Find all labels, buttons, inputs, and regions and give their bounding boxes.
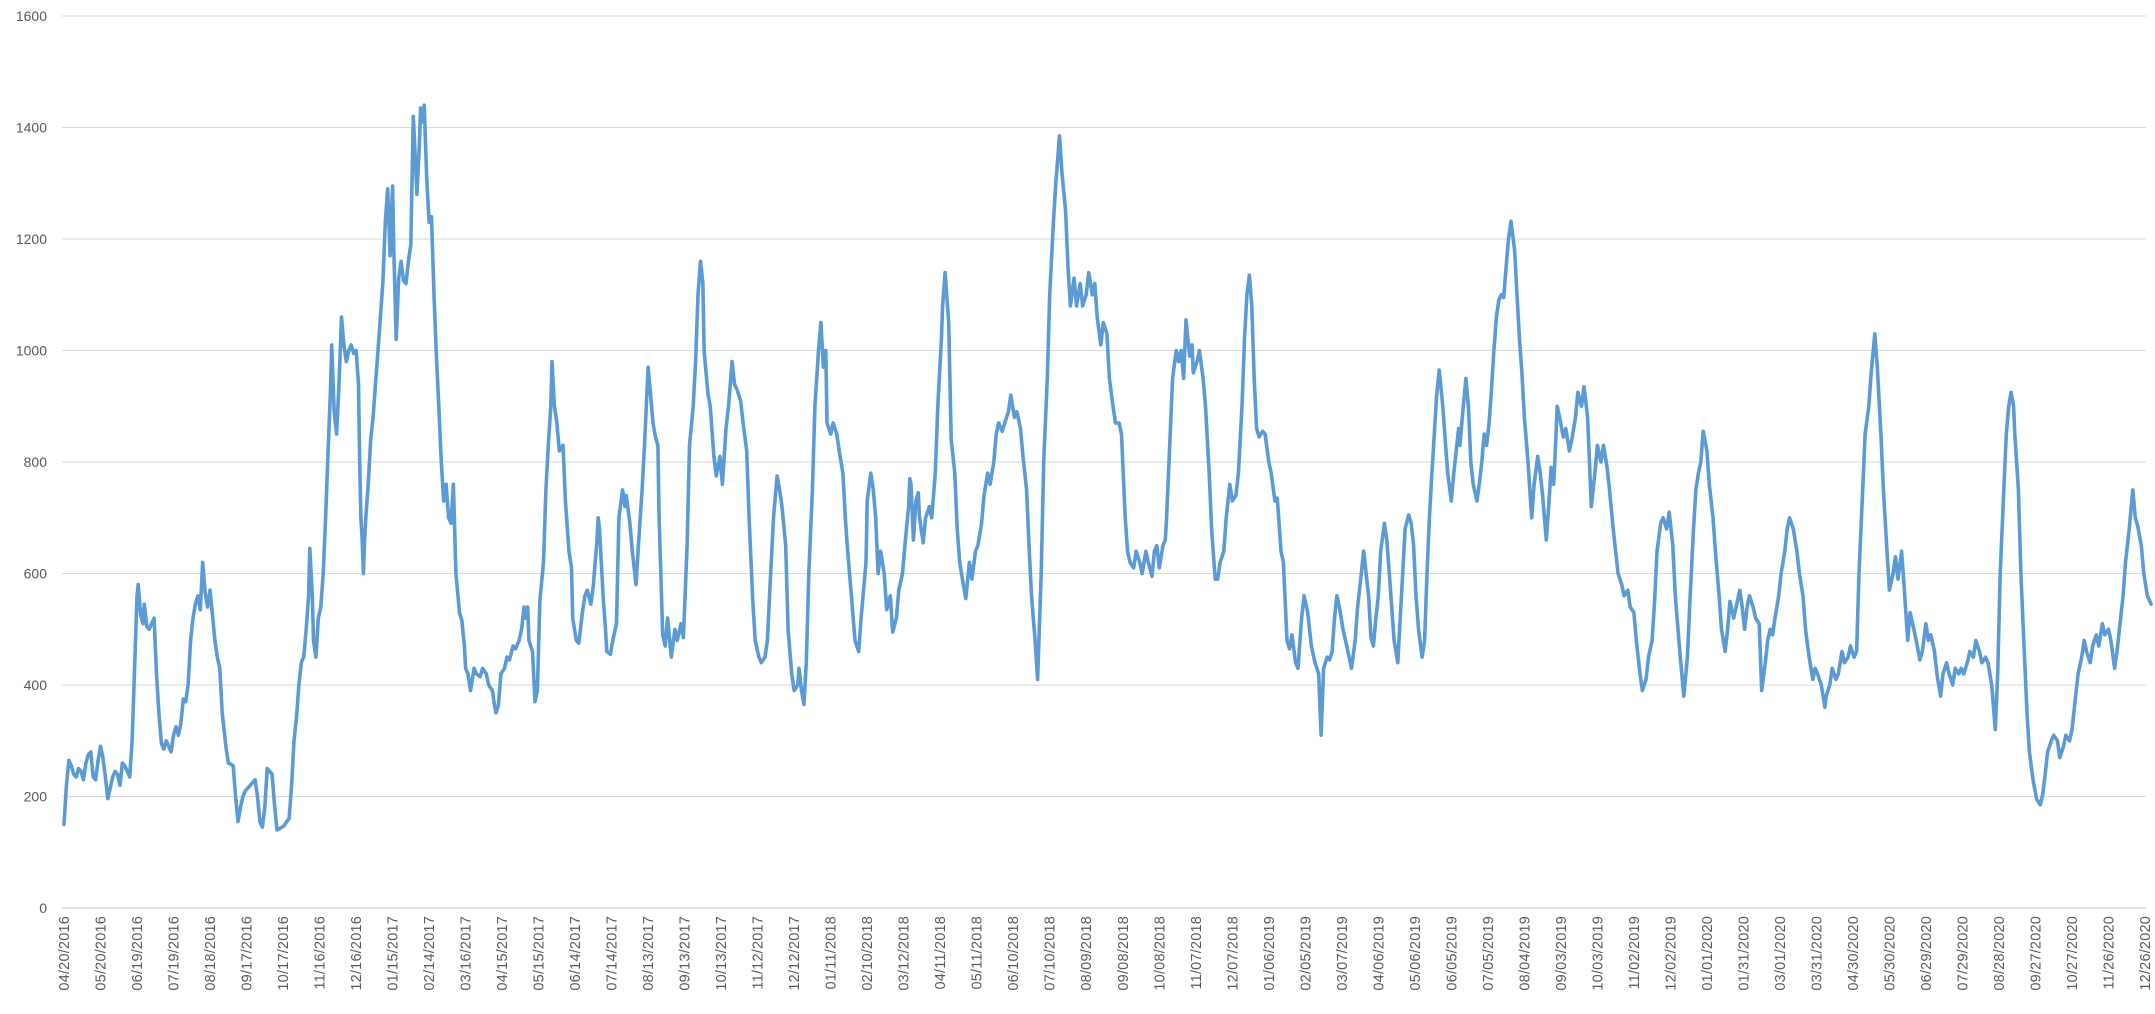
y-tick-label-1600: 1600 [16,8,47,24]
x-tick-label-31: 11/07/2018 [1189,916,1205,990]
x-tick-label-51: 06/29/2020 [1919,916,1935,991]
y-tick-label-1000: 1000 [16,343,47,359]
x-tick-label-52: 07/29/2020 [1955,916,1971,991]
x-tick-label-17: 09/13/2017 [678,916,694,991]
x-tick-label-9: 01/15/2017 [386,916,402,991]
x-tick-label-38: 06/05/2019 [1444,916,1460,991]
y-tick-label-400: 400 [24,677,48,693]
x-tick-label-10: 02/14/2017 [422,916,438,991]
y-axis-labels-group: 0 200 400 600 800 1000 1200 1400 1600 [16,8,47,916]
x-tick-label-22: 02/10/2018 [860,916,876,991]
x-tick-label-27: 07/10/2018 [1043,916,1059,991]
x-tick-label-41: 09/03/2019 [1554,916,1570,991]
x-tick-label-19: 11/12/2017 [751,916,767,990]
x-axis-labels-group: 04/20/2016 05/20/2016 06/19/2016 07/19/2016… [57,916,2154,991]
y-tick-label-1200: 1200 [16,231,47,247]
x-tick-label-42: 10/03/2019 [1590,916,1606,991]
x-tick-label-29: 09/08/2018 [1116,916,1132,991]
x-tick-label-18: 10/13/2017 [714,916,730,991]
x-tick-label-21: 01/11/2018 [824,916,840,990]
x-tick-label-49: 04/30/2020 [1846,916,1862,991]
x-tick-label-46: 01/31/2020 [1736,916,1752,991]
y-tick-label-1400: 1400 [16,120,47,136]
x-tick-label-25: 05/11/2018 [970,916,986,990]
series-group [62,103,2153,832]
x-tick-label-32: 12/07/2018 [1225,916,1241,991]
x-tick-label-45: 01/01/2020 [1700,916,1716,991]
x-tick-label-54: 09/27/2020 [2028,916,2044,991]
x-tick-label-56: 11/26/2020 [2101,916,2117,990]
x-tick-label-6: 10/17/2016 [276,916,292,991]
x-tick-label-39: 07/05/2019 [1481,916,1497,991]
x-tick-label-28: 08/09/2018 [1079,916,1095,991]
x-tick-label-3: 07/19/2016 [167,916,183,991]
x-tick-label-4: 08/18/2016 [203,916,219,991]
x-tick-label-50: 05/30/2020 [1882,916,1898,991]
x-tick-label-0: 04/20/2016 [57,916,73,991]
y-tick-label-800: 800 [24,454,48,470]
x-tick-label-11: 03/16/2017 [459,916,475,991]
y-tick-label-0: 0 [39,900,47,916]
x-tick-label-16: 08/13/2017 [641,916,657,991]
x-tick-label-48: 03/31/2020 [1809,916,1825,991]
x-tick-label-37: 05/06/2019 [1408,916,1424,991]
x-tick-label-5: 09/17/2016 [240,916,256,991]
x-tick-label-15: 07/14/2017 [605,916,621,991]
y-tick-label-200: 200 [24,789,48,805]
x-tick-label-14: 06/14/2017 [568,916,584,991]
x-tick-label-20: 12/12/2017 [787,916,803,991]
x-tick-label-34: 02/05/2019 [1298,916,1314,991]
x-tick-label-44: 12/02/2019 [1663,916,1679,991]
series-line [62,103,2153,832]
x-tick-label-36: 04/06/2019 [1371,916,1387,991]
x-tick-label-40: 08/04/2019 [1517,916,1533,991]
x-tick-label-1: 05/20/2016 [94,916,110,991]
x-tick-label-30: 10/08/2018 [1152,916,1168,991]
x-tick-label-47: 03/01/2020 [1773,916,1789,991]
x-tick-label-43: 11/02/2019 [1627,916,1643,990]
x-tick-label-23: 03/12/2018 [897,916,913,991]
x-tick-label-35: 03/07/2019 [1335,916,1351,991]
y-tick-label-600: 600 [24,566,48,582]
x-tick-label-8: 12/16/2016 [349,916,365,991]
x-tick-label-53: 08/28/2020 [1992,916,2008,991]
x-tick-label-2: 06/19/2016 [130,916,146,991]
x-tick-label-13: 05/15/2017 [532,916,548,991]
x-tick-label-7: 11/16/2016 [313,916,329,990]
x-tick-label-24: 04/11/2018 [933,916,949,990]
x-tick-label-55: 10/27/2020 [2065,916,2081,991]
x-tick-label-12: 04/15/2017 [495,916,511,991]
x-tick-label-26: 06/10/2018 [1006,916,1022,991]
gridlines-group [62,15,2146,909]
x-tick-label-57: 12/26/2020 [2138,916,2154,991]
x-tick-label-33: 01/06/2019 [1262,916,1278,991]
